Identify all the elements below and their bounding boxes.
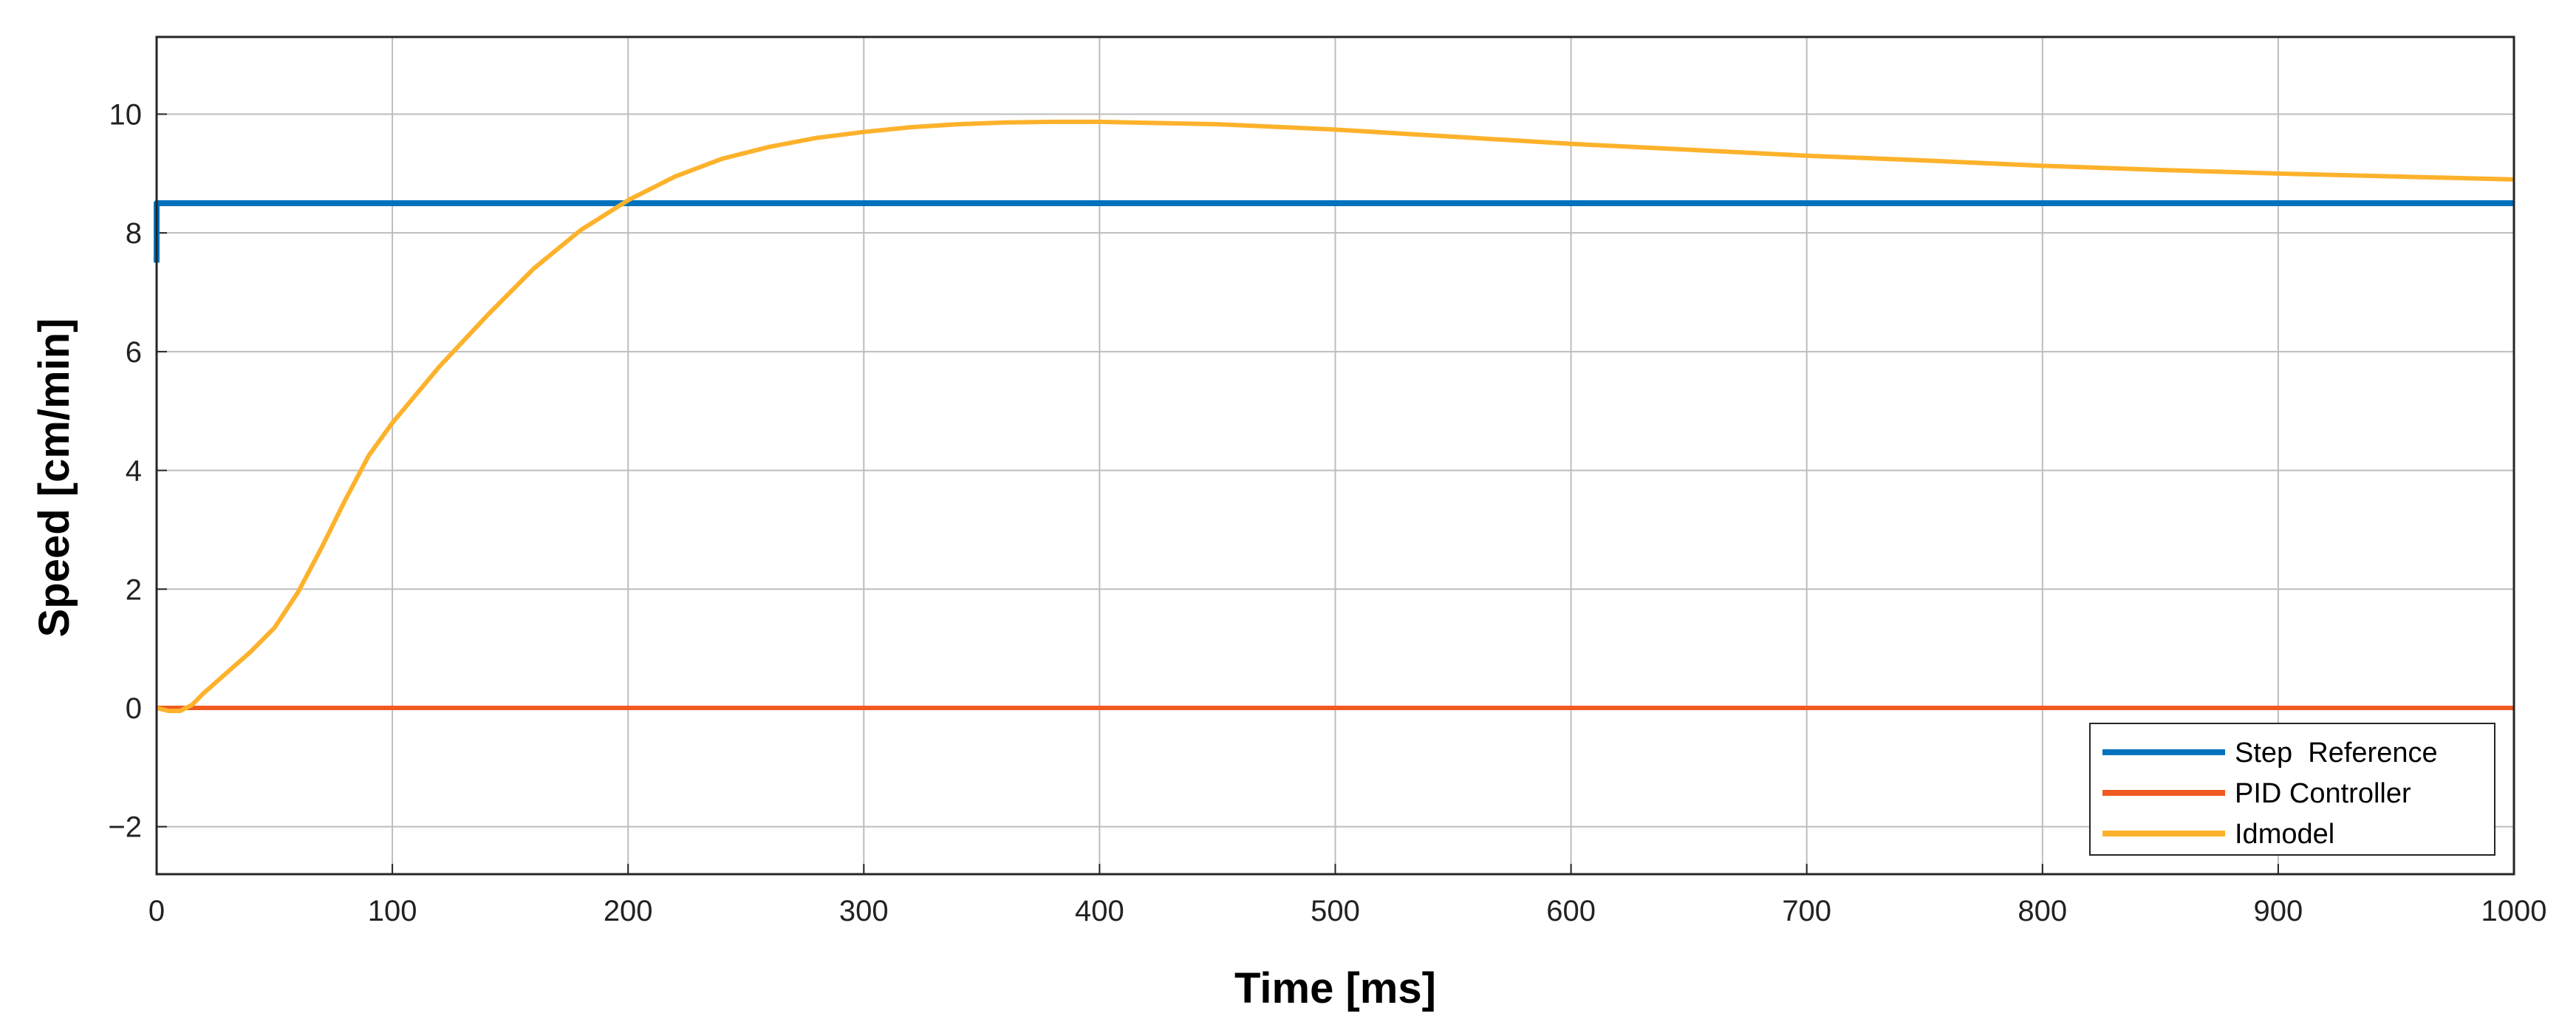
y-tick-label: 4: [126, 455, 142, 488]
x-tick-label: 400: [1075, 895, 1124, 927]
x-tick-label: 300: [839, 895, 889, 927]
x-tick-label: 100: [368, 895, 417, 927]
legend-label: Step Reference: [2235, 737, 2438, 769]
x-tick-labels: 0 100 200 300 400 500 600 700 800 900 1000: [148, 895, 2547, 927]
series-line-3: [156, 119, 2515, 714]
y-tick-label: 10: [109, 98, 143, 131]
y-tick-label: 8: [126, 217, 142, 250]
legend-label: Idmodel: [2235, 819, 2334, 850]
y-tick-label: 2: [126, 573, 142, 606]
x-tick-label: 200: [604, 895, 653, 927]
x-tick-label: 900: [2254, 895, 2303, 927]
x-tick-label: 600: [1546, 895, 1596, 927]
x-tick-label: 1000: [2481, 895, 2547, 927]
legend-label: PID Controller: [2235, 778, 2411, 809]
y-tick-label: 6: [126, 336, 142, 369]
y-tick-label: 0: [126, 692, 142, 725]
y-tick-label: −2: [108, 811, 142, 844]
x-tick-label: 800: [2018, 895, 2067, 927]
y-tick-labels: −2 0 2 4 6 8 10: [108, 98, 142, 843]
x-tick-label: 500: [1311, 895, 1360, 927]
plot-frame: [155, 35, 2515, 876]
y-axis-title: Speed [cm/min]: [30, 318, 78, 638]
x-tick-label: 0: [148, 895, 165, 927]
x-axis-title: Time [ms]: [1234, 964, 1436, 1012]
legend-box: [2089, 723, 2495, 856]
legend: Step Reference PID Controller Idmodel: [2089, 723, 2495, 856]
x-tick-label: 700: [1782, 895, 1831, 927]
